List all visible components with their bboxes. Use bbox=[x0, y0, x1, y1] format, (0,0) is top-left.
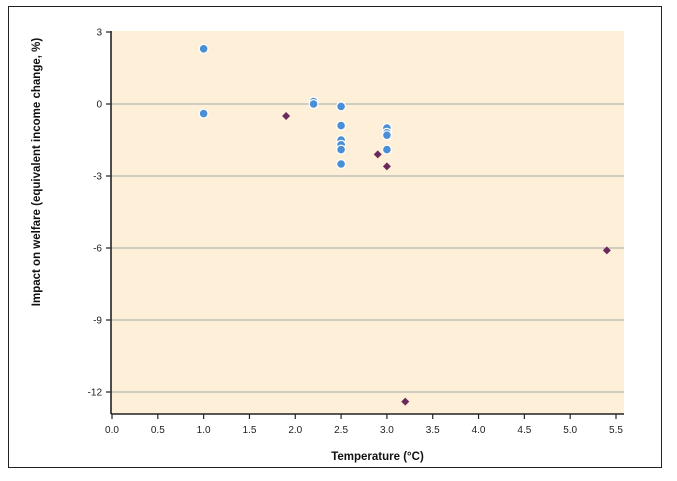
x-tick-label: 0.5 bbox=[151, 425, 165, 436]
x-tick-label: 4.5 bbox=[517, 425, 531, 436]
gridlines bbox=[111, 103, 624, 393]
x-tick-label: 3.5 bbox=[426, 425, 440, 436]
circle-point bbox=[336, 120, 347, 131]
circle-point bbox=[336, 101, 347, 112]
y-tick-label: 3 bbox=[96, 28, 102, 39]
axes bbox=[110, 31, 624, 415]
x-tick-label: 5.5 bbox=[609, 425, 623, 436]
y-tick-label: -12 bbox=[88, 388, 103, 399]
diamond-point bbox=[282, 112, 291, 120]
circle-point bbox=[336, 159, 347, 170]
y-tick-label: -6 bbox=[93, 244, 102, 255]
circle-point bbox=[198, 108, 209, 119]
diamond-point bbox=[401, 397, 410, 406]
diamond-point bbox=[602, 246, 611, 255]
y-tick-labels: 3 0 -3 -6 -9 -12 bbox=[88, 28, 111, 399]
circle-point bbox=[336, 144, 347, 155]
plot-background bbox=[111, 31, 624, 414]
y-tick-label: -9 bbox=[93, 316, 102, 327]
y-tick-label: -3 bbox=[93, 172, 102, 183]
y-tick-label: 0 bbox=[96, 100, 102, 111]
circle-point bbox=[381, 144, 392, 155]
circle-point bbox=[381, 130, 392, 141]
circle-point bbox=[198, 43, 209, 54]
x-tick-label: 2.5 bbox=[334, 425, 348, 436]
data-points bbox=[198, 43, 611, 406]
circle-point bbox=[308, 98, 319, 109]
diamond-point bbox=[373, 150, 382, 159]
x-tick-label: 3.0 bbox=[380, 425, 394, 436]
diamond-point bbox=[382, 162, 391, 171]
x-tick-label: 4.0 bbox=[472, 425, 486, 436]
y-axis-title: Impact on welfare (equivalent income cha… bbox=[31, 38, 43, 307]
x-tick-label: 5.0 bbox=[563, 425, 577, 436]
x-tick-label: 1.5 bbox=[243, 425, 257, 436]
x-tick-label: 2.0 bbox=[288, 425, 302, 436]
x-tick-label: 0.0 bbox=[105, 425, 119, 436]
x-axis-title: Temperature (°C) bbox=[331, 451, 424, 463]
x-tick-label: 1.0 bbox=[197, 425, 211, 436]
x-tick-labels: 0.0 0.5 1.0 1.5 2.0 2.5 3.0 3.5 4.0 4.5 5.0 5.5 bbox=[105, 414, 623, 436]
